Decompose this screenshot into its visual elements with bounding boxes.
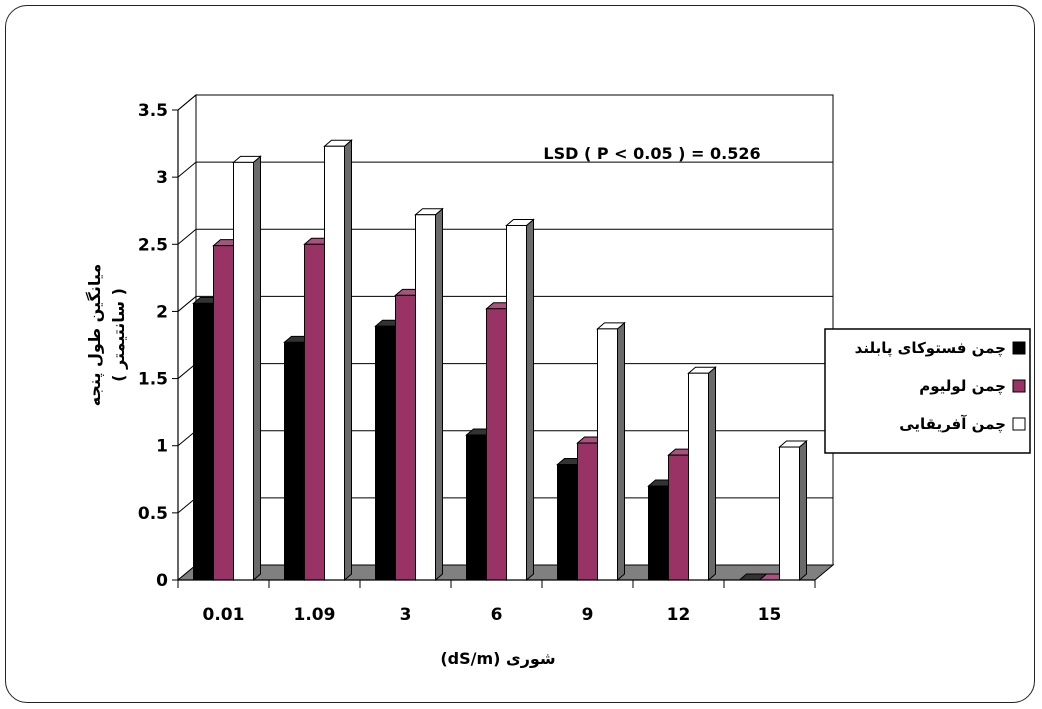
bar-front (375, 325, 396, 581)
bar-front (597, 328, 618, 581)
bar-front (233, 161, 254, 581)
x-tick-label: 3 (400, 605, 412, 625)
bar-front (193, 302, 214, 581)
legend: چمن فستوکای پابلند چمن لولیوم چمن آفریقایی (824, 328, 1031, 454)
bar-front (284, 341, 305, 581)
y-tick-label: 3 (156, 168, 168, 188)
bar-side (344, 139, 352, 582)
x-tick-label: 15 (758, 605, 782, 625)
bar (505, 218, 535, 582)
gridline (177, 161, 833, 178)
bar-front (648, 485, 669, 581)
bar-front (486, 308, 507, 581)
bar (596, 321, 626, 582)
x-tick-label: 1.09 (294, 605, 336, 625)
legend-swatch (1012, 379, 1026, 393)
bar-side (799, 439, 807, 582)
y-tick-label: 1.5 (138, 370, 168, 390)
bar-side (708, 366, 716, 582)
bar-front (668, 454, 689, 581)
gridline (177, 228, 833, 245)
y-axis-title-line2: ( سانتیمتر ) (109, 288, 128, 382)
y-tick-label: 2 (156, 302, 168, 322)
y-tick-label: 1 (156, 437, 168, 457)
x-tick-label: 12 (667, 605, 691, 625)
y-tick-label: 0.5 (138, 504, 168, 524)
bar-front (506, 224, 527, 581)
bar (687, 366, 717, 582)
bar-front (688, 372, 709, 581)
bar-front (324, 145, 345, 581)
gridline (177, 295, 833, 312)
bar-front (577, 442, 598, 581)
bar (414, 207, 444, 582)
lsd-annotation: LSD ( P < 0.05 ) = 0.526 (543, 144, 760, 163)
x-tick-label: 9 (582, 605, 594, 625)
y-axis-title-line1: میانگین طول پنجه (85, 264, 105, 407)
bar (778, 439, 808, 582)
bar-front (557, 464, 578, 581)
bar-front (779, 446, 800, 581)
x-tick-label: 6 (491, 605, 503, 625)
legend-entry: چمن آفریقایی (899, 415, 1006, 434)
x-tick-label: 0.01 (203, 605, 245, 625)
legend-swatch (1012, 417, 1026, 431)
y-tick-label: 3.5 (138, 101, 168, 121)
bar (323, 139, 353, 582)
bar-side (435, 207, 443, 582)
legend-swatch (1012, 341, 1026, 355)
bar-side (526, 218, 534, 582)
legend-box (824, 328, 1031, 454)
x-axis-title: شوری (dS/m) (440, 649, 555, 668)
y-tick-label: 0 (156, 571, 168, 591)
bar-front (395, 294, 416, 581)
bar-front (415, 214, 436, 581)
bar (232, 155, 262, 582)
legend-entry: چمن لولیوم (919, 377, 1006, 396)
bar-side (617, 321, 625, 582)
bar-front (213, 245, 234, 581)
bar-side (253, 155, 261, 582)
y-tick-label: 2.5 (138, 235, 168, 255)
legend-entry: چمن فستوکای پابلند (855, 339, 1006, 358)
bar-front (304, 243, 325, 581)
gridline (177, 94, 833, 111)
bar-front (466, 434, 487, 581)
